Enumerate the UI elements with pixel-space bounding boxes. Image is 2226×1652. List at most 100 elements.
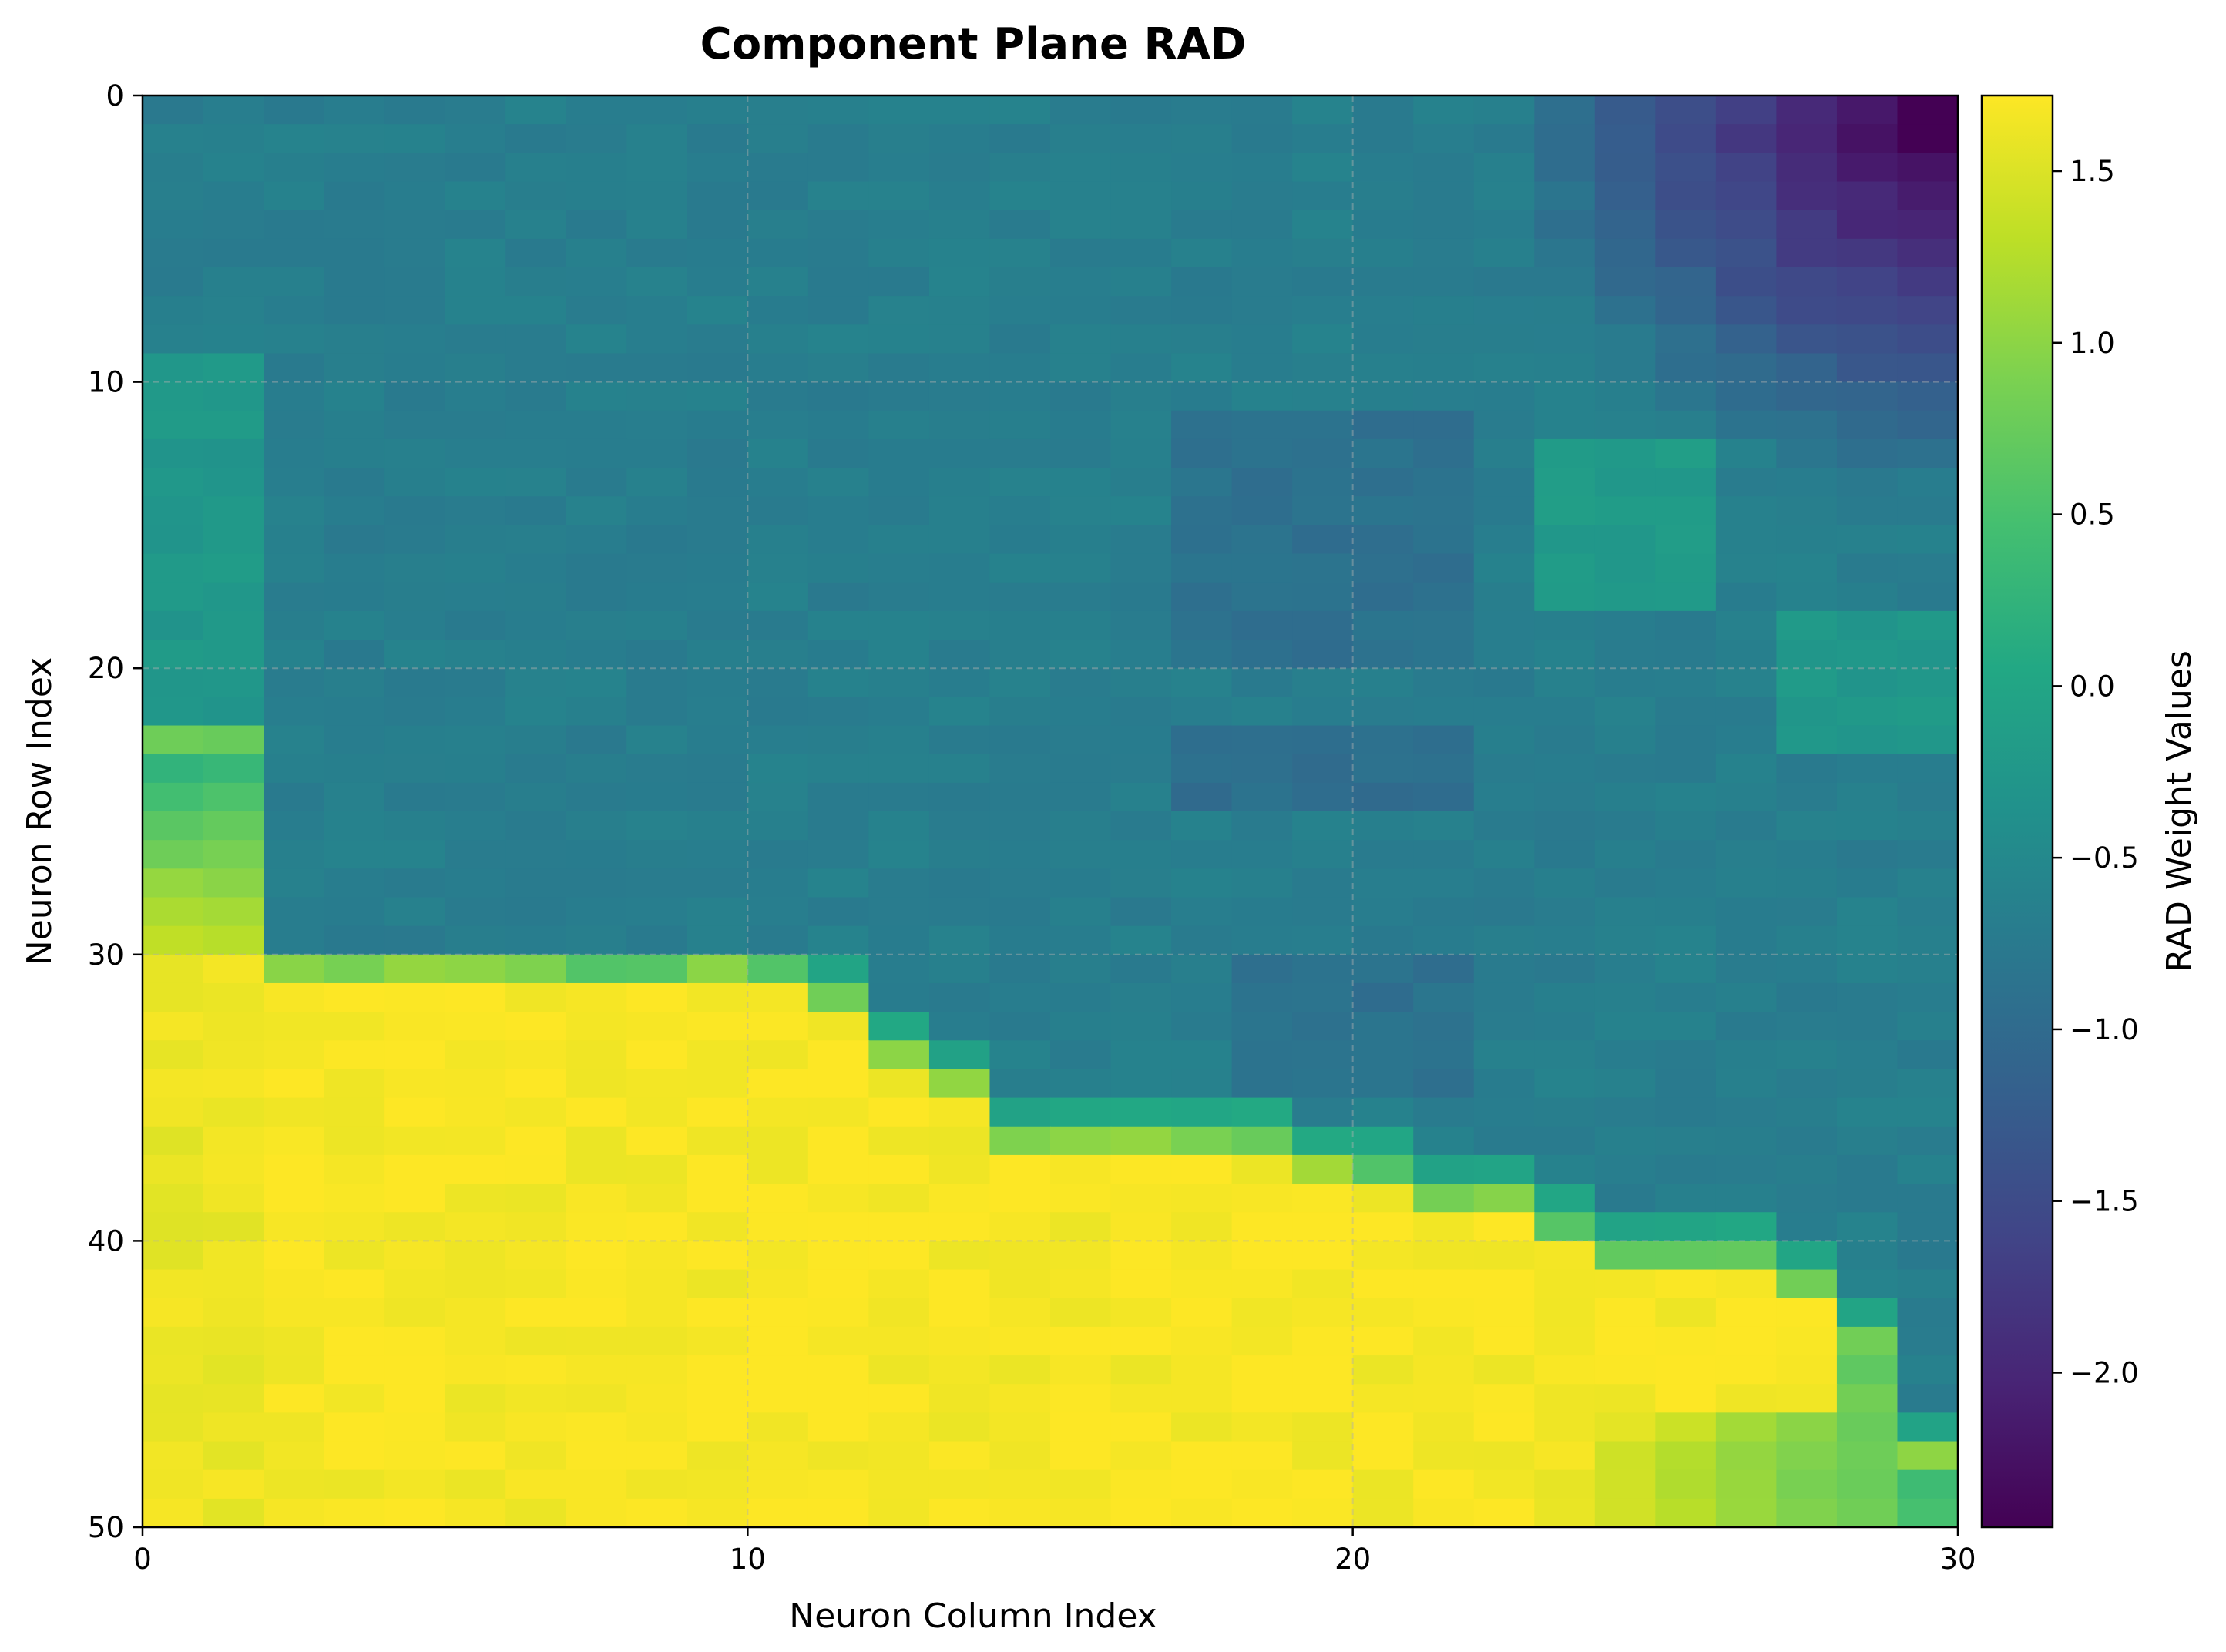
heatmap-cell bbox=[747, 1326, 809, 1356]
heatmap-cell bbox=[687, 1040, 749, 1070]
heatmap-cell bbox=[445, 267, 506, 297]
heatmap-cell bbox=[1171, 982, 1233, 1012]
heatmap-cell bbox=[1352, 1412, 1414, 1442]
heatmap-cell bbox=[1473, 381, 1536, 411]
heatmap-cell bbox=[1655, 811, 1717, 841]
heatmap-cell bbox=[1473, 438, 1536, 468]
heatmap-cell bbox=[1594, 410, 1657, 440]
heatmap-cell bbox=[1897, 840, 1959, 870]
heatmap-cell bbox=[505, 410, 567, 440]
heatmap-cell bbox=[747, 238, 809, 268]
heatmap-cell bbox=[1050, 868, 1112, 898]
heatmap-cell bbox=[868, 1212, 930, 1242]
heatmap-cell bbox=[989, 1069, 1051, 1099]
heatmap-cell bbox=[264, 296, 325, 326]
heatmap-cell bbox=[1473, 925, 1536, 955]
heatmap-cell bbox=[1776, 582, 1838, 612]
heatmap-cell bbox=[1110, 553, 1172, 583]
heatmap-cell bbox=[1897, 1412, 1959, 1442]
heatmap-cell bbox=[1655, 238, 1717, 268]
heatmap-cell bbox=[1897, 782, 1959, 812]
heatmap-cell bbox=[264, 1326, 325, 1356]
heatmap-cell bbox=[264, 610, 325, 640]
heatmap-cell bbox=[989, 725, 1051, 755]
heatmap-cell bbox=[1352, 954, 1414, 984]
heatmap-cell bbox=[1534, 1069, 1596, 1099]
heatmap-cell bbox=[747, 1441, 809, 1471]
heatmap-cell bbox=[687, 1441, 749, 1471]
heatmap-cell bbox=[566, 640, 628, 669]
heatmap-cell bbox=[1534, 124, 1596, 154]
heatmap-cell bbox=[747, 553, 809, 583]
heatmap-cell bbox=[1473, 181, 1536, 211]
heatmap-cell bbox=[868, 1069, 930, 1099]
heatmap-cell bbox=[1171, 410, 1233, 440]
heatmap-cell bbox=[1231, 1384, 1293, 1414]
heatmap-cell bbox=[566, 1241, 628, 1271]
heatmap-cell bbox=[445, 1498, 506, 1528]
heatmap-cell bbox=[1110, 238, 1172, 268]
heatmap-cell bbox=[1473, 1441, 1536, 1471]
heatmap-cell bbox=[989, 610, 1051, 640]
heatmap-cell bbox=[143, 954, 204, 984]
heatmap-cell bbox=[384, 124, 446, 154]
heatmap-cell bbox=[1594, 181, 1657, 211]
heatmap-cell bbox=[505, 582, 567, 612]
heatmap-cell bbox=[1231, 1212, 1293, 1242]
heatmap-cell bbox=[1413, 1384, 1475, 1414]
heatmap-cell bbox=[1594, 668, 1657, 698]
heatmap-cell bbox=[1715, 353, 1778, 383]
heatmap-cell bbox=[445, 1012, 506, 1042]
y-tick-label: 30 bbox=[88, 938, 124, 972]
heatmap-cell bbox=[324, 1441, 385, 1471]
heatmap-cell bbox=[566, 553, 628, 583]
heatmap-cell bbox=[989, 1326, 1051, 1356]
heatmap-cell bbox=[1836, 267, 1899, 297]
heatmap-cell bbox=[445, 525, 506, 555]
heatmap-cell bbox=[1836, 438, 1899, 468]
heatmap-cell bbox=[1655, 582, 1717, 612]
heatmap-cell bbox=[1050, 296, 1112, 326]
heatmap-cell bbox=[1776, 1441, 1838, 1471]
heatmap-cell bbox=[1231, 610, 1293, 640]
heatmap-cell bbox=[1776, 840, 1838, 870]
heatmap-cell bbox=[1715, 553, 1778, 583]
heatmap-cell bbox=[1836, 782, 1899, 812]
heatmap-cell bbox=[989, 1126, 1051, 1156]
heatmap-cell bbox=[566, 982, 628, 1012]
heatmap-cell bbox=[264, 1355, 325, 1385]
heatmap-cell bbox=[928, 925, 991, 955]
heatmap-cell bbox=[1715, 1326, 1778, 1356]
heatmap-cell bbox=[807, 1355, 870, 1385]
heatmap-cell bbox=[324, 1298, 385, 1328]
heatmap-cell bbox=[1594, 1298, 1657, 1328]
heatmap-cell bbox=[264, 410, 325, 440]
heatmap-cell bbox=[1594, 1154, 1657, 1184]
heatmap-cell bbox=[1171, 1184, 1233, 1214]
heatmap-cell bbox=[1292, 582, 1354, 612]
heatmap-cell bbox=[264, 1498, 325, 1528]
y-tick-label: 10 bbox=[88, 366, 124, 399]
heatmap-cell bbox=[626, 553, 688, 583]
heatmap-cell bbox=[868, 324, 930, 354]
heatmap-cell bbox=[324, 1069, 385, 1099]
heatmap-cell bbox=[807, 1126, 870, 1156]
colorbar-tick-label: 1.0 bbox=[2070, 327, 2115, 360]
heatmap-cell bbox=[1110, 610, 1172, 640]
heatmap-cell bbox=[626, 153, 688, 183]
heatmap-cell bbox=[1352, 1184, 1414, 1214]
heatmap-cell bbox=[747, 668, 809, 698]
heatmap-cell bbox=[1292, 1154, 1354, 1184]
heatmap-cell bbox=[1413, 1355, 1475, 1385]
heatmap-cell bbox=[566, 1412, 628, 1442]
heatmap-cell bbox=[445, 982, 506, 1012]
heatmap-cell bbox=[1534, 982, 1596, 1012]
heatmap-cell bbox=[1473, 1012, 1536, 1042]
heatmap-cell bbox=[1534, 840, 1596, 870]
heatmap-cell bbox=[1473, 210, 1536, 240]
heatmap-cell bbox=[1473, 1097, 1536, 1127]
heatmap-cell bbox=[324, 1412, 385, 1442]
heatmap-cell bbox=[1534, 610, 1596, 640]
heatmap-cell bbox=[1836, 525, 1899, 555]
